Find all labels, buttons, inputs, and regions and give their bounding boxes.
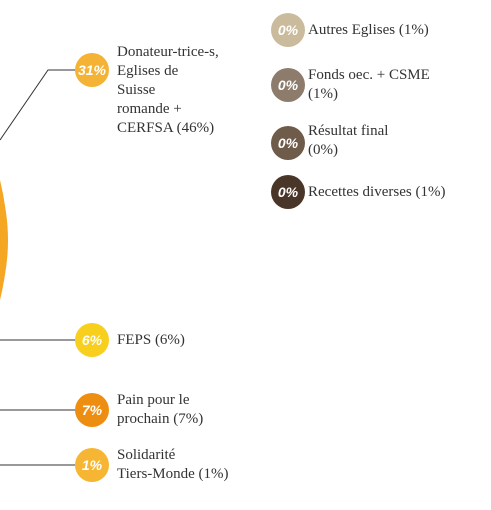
- badge: [75, 393, 109, 427]
- pie-edge: [0, 185, 8, 296]
- label-line: FEPS (6%): [117, 332, 185, 348]
- label-line: CERFSA (46%): [117, 120, 214, 136]
- leader-line: [0, 69, 76, 141]
- badge-text: 0%: [278, 22, 299, 38]
- label-line: Solidarité: [117, 447, 176, 463]
- label-line: Résultat final: [308, 123, 388, 139]
- badge-text: 0%: [278, 184, 299, 200]
- badge: [75, 323, 109, 357]
- badge-text: 31%: [78, 62, 107, 78]
- label-line: (0%): [308, 142, 338, 158]
- label-line: prochain (7%): [117, 411, 203, 427]
- label-line: Eglises de: [117, 63, 179, 79]
- badge: [75, 53, 109, 87]
- label-line: (1%): [308, 86, 338, 102]
- badge-text: 6%: [82, 332, 103, 348]
- badge-text: 1%: [82, 457, 103, 473]
- label-line: Recettes diverses (1%): [308, 184, 445, 200]
- label-line: Fonds oec. + CSME: [308, 67, 430, 83]
- badge: [75, 448, 109, 482]
- label-line: Pain pour le: [117, 392, 190, 408]
- badge: [271, 13, 305, 47]
- badge-text: 0%: [278, 135, 299, 151]
- badge: [271, 68, 305, 102]
- label-line: Donateur-trice-s,: [117, 44, 219, 60]
- label-line: Tiers-Monde (1%): [117, 466, 229, 482]
- badge: [271, 126, 305, 160]
- label-line: Autres Eglises (1%): [308, 22, 429, 38]
- badge-text: 0%: [278, 77, 299, 93]
- label-line: Suisse: [117, 82, 156, 98]
- label-line: romande +: [117, 101, 182, 117]
- badge-text: 7%: [82, 402, 103, 418]
- badge: [271, 175, 305, 209]
